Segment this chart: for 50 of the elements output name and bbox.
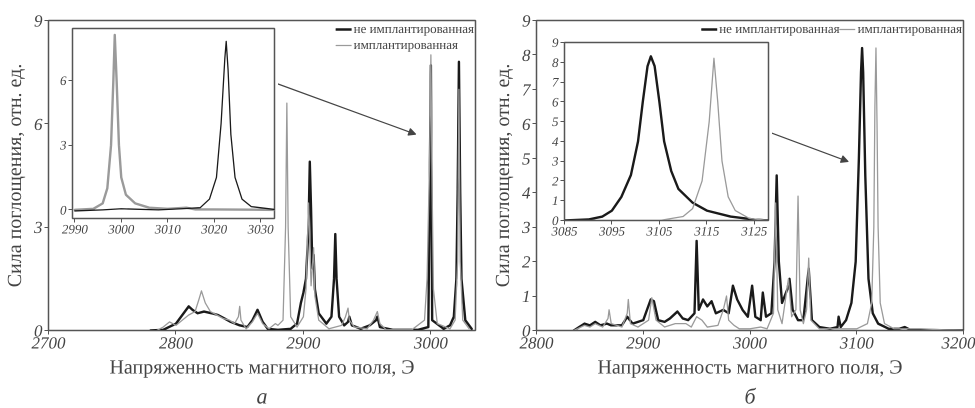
y-tick-label: 1 (552, 193, 558, 208)
x-tick-label: 2800 (158, 334, 194, 352)
x-tick-label: 3105 (645, 224, 673, 238)
y-tick-label: 8 (522, 46, 531, 65)
y-tick-label: 2 (522, 252, 531, 272)
y-tick-label: 8 (552, 54, 559, 70)
x-tick-label: 3200 (940, 334, 975, 352)
y-tick-label: 9 (552, 35, 559, 50)
x-tick-label: 3115 (693, 224, 720, 238)
y-tick-label: 6 (522, 114, 531, 134)
x-tick-label: 3095 (598, 224, 626, 238)
x-axis-title: Напряженность магнитного поля, Э (597, 356, 903, 378)
x-tick-label: 3020 (200, 222, 228, 236)
x-tick-label: 2900 (626, 334, 661, 352)
y-tick-label: 3 (33, 218, 42, 238)
y-tick-label: 3 (59, 138, 67, 153)
y-tick-label: 0 (60, 202, 67, 218)
y-tick-label: 6 (34, 114, 43, 134)
x-tick-label: 3000 (107, 222, 135, 236)
y-tick-label: 1 (522, 287, 530, 306)
x-tick-label: 3000 (412, 334, 448, 352)
legend-label: не имплантированная (719, 21, 840, 37)
text: а (256, 384, 268, 408)
y-tick-label: 4 (522, 184, 531, 203)
y-tick-label: 5 (552, 114, 559, 130)
y-tick-label: 3 (521, 218, 530, 238)
legend-label: имплантированная (858, 21, 962, 37)
x-tick-label: 2900 (286, 334, 321, 352)
y-tick-label: 4 (552, 134, 559, 149)
text: б (744, 384, 756, 408)
y-axis-title: Сила поглощения, отн. ед. (492, 64, 514, 288)
y-axis-title: Сила поглощения, отн. ед. (4, 64, 26, 288)
y-tick-label: 6 (552, 94, 559, 110)
y-tick-label: 3 (551, 154, 559, 169)
y-tick-label: 9 (34, 12, 43, 30)
x-tick-label: 3100 (838, 334, 874, 352)
y-tick-label: 5 (522, 149, 530, 168)
x-tick-label: 2990 (62, 222, 88, 236)
x-tick-label: 3000 (732, 334, 768, 352)
y-tick-label: 6 (60, 72, 67, 88)
y-tick-label: 2 (552, 173, 559, 188)
x-tick-label: 3030 (246, 222, 274, 236)
x-axis-title: Напряженность магнитного поля, Э (109, 356, 415, 378)
y-tick-label: 9 (522, 12, 531, 30)
x-tick-label: 3125 (740, 224, 768, 238)
y-tick-label: 7 (552, 74, 559, 90)
y-tick-label: 7 (522, 80, 532, 100)
legend-label: имплантированная (354, 37, 458, 53)
x-tick-label: 3010 (154, 222, 182, 236)
legend-label: не имплантированная (354, 21, 474, 37)
